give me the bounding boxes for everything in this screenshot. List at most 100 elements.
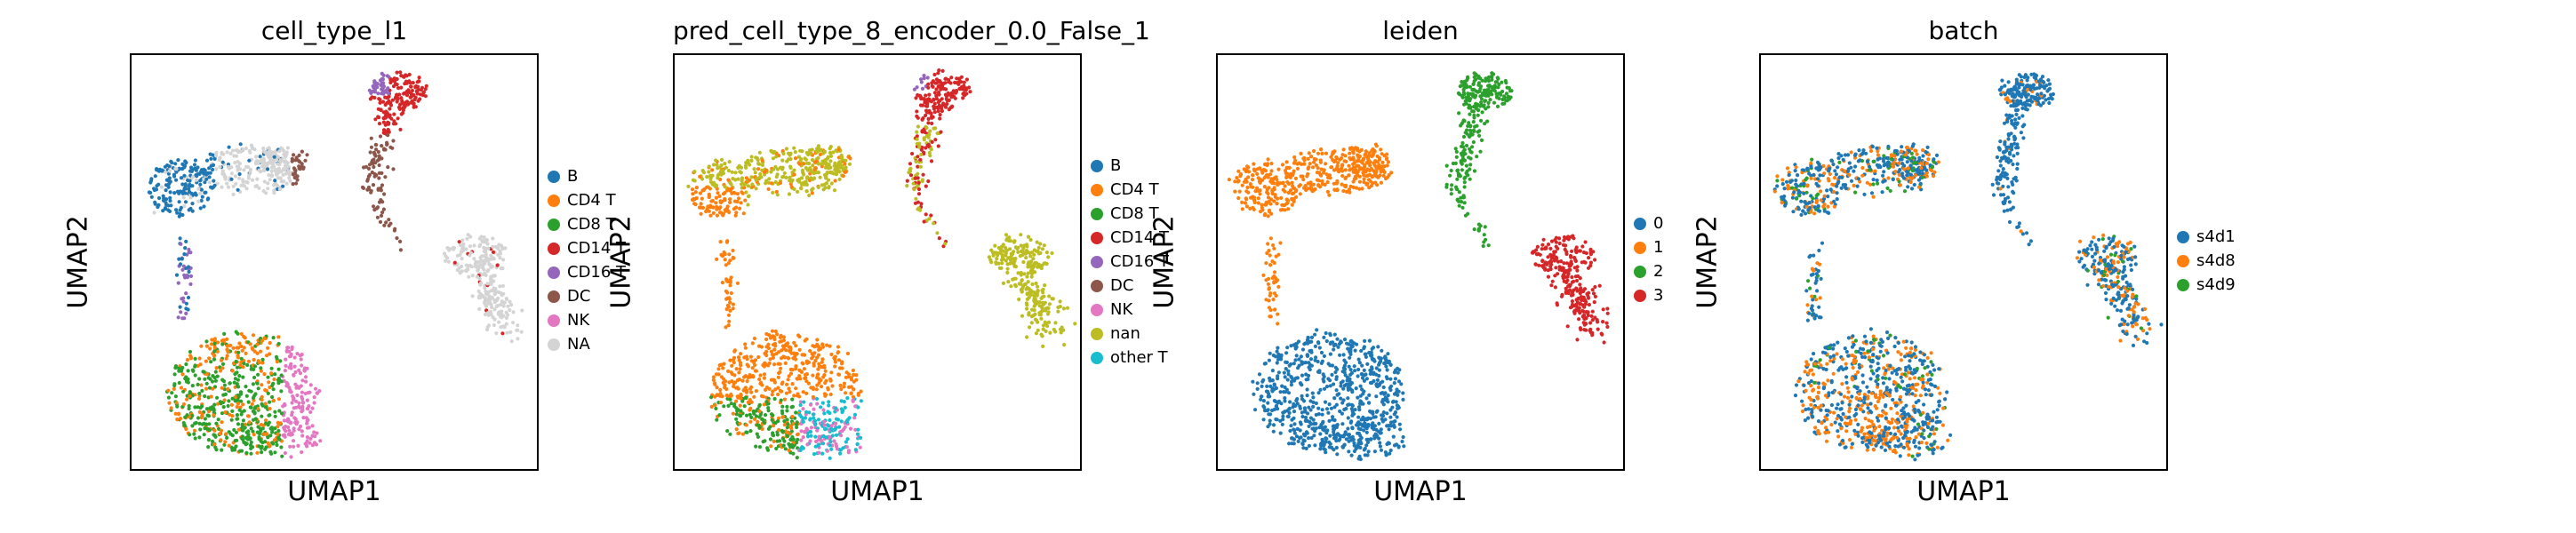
data-point (252, 406, 257, 410)
data-point (230, 434, 235, 438)
data-point (1313, 443, 1317, 448)
umap-panel-pred-cell-type: pred_cell_type_8_encoder_0.0_False_1 UMA… (605, 16, 1170, 507)
data-point (968, 90, 972, 94)
data-point (1073, 322, 1077, 326)
data-point (1271, 243, 1276, 248)
data-point (763, 170, 767, 174)
data-point (1348, 372, 1353, 377)
data-point (1351, 162, 1356, 166)
data-point (690, 197, 695, 202)
data-point (295, 174, 300, 179)
data-point (724, 325, 728, 330)
data-point (734, 399, 739, 403)
data-point (802, 367, 806, 371)
data-point (1286, 391, 1292, 395)
data-point (1258, 192, 1262, 196)
data-point (803, 338, 807, 343)
data-point (760, 163, 764, 167)
data-point (244, 187, 249, 191)
data-point (740, 191, 745, 195)
data-point (1375, 378, 1380, 382)
data-point (775, 439, 780, 443)
data-point (792, 340, 796, 345)
data-point (1257, 179, 1261, 184)
data-point (730, 170, 734, 174)
data-point (276, 155, 281, 159)
data-point (407, 72, 412, 77)
data-point (232, 427, 236, 433)
data-point (820, 365, 825, 370)
data-point (179, 176, 184, 180)
data-point (1012, 264, 1017, 268)
data-point (717, 206, 722, 211)
data-point (728, 300, 732, 305)
data-point (1045, 312, 1050, 316)
data-point (1290, 191, 1294, 195)
data-point (302, 369, 307, 373)
data-point (202, 171, 206, 176)
data-point (153, 174, 157, 179)
data-point (1269, 211, 1274, 216)
data-point (182, 252, 187, 257)
data-point (226, 386, 230, 392)
data-point (708, 177, 713, 181)
data-point (1388, 448, 1393, 453)
data-point (207, 175, 212, 179)
data-point (957, 79, 962, 84)
data-point (1000, 261, 1004, 266)
data-point (1387, 172, 1391, 178)
plot-area (673, 53, 1082, 471)
data-point (500, 331, 505, 336)
data-point (724, 394, 729, 398)
data-point (844, 375, 848, 379)
data-point (1279, 357, 1284, 362)
data-point (228, 412, 232, 417)
data-point (226, 350, 230, 354)
legend-item: NA (548, 332, 626, 356)
data-point (1008, 258, 1013, 262)
data-point (1242, 167, 1246, 171)
data-point (1350, 434, 1355, 439)
data-point (225, 150, 229, 155)
data-point (260, 338, 264, 343)
data-point (803, 180, 807, 185)
data-point (1262, 213, 1267, 218)
data-point (1340, 169, 1345, 173)
data-point (794, 364, 798, 369)
data-point (223, 392, 228, 396)
data-point (180, 167, 184, 171)
data-point (771, 156, 775, 161)
data-point (165, 163, 170, 168)
data-point (813, 444, 818, 449)
legend-label: B (567, 167, 579, 186)
data-point (1005, 262, 1010, 266)
data-point (404, 93, 410, 98)
data-point (482, 267, 486, 272)
data-point (1364, 430, 1369, 434)
data-point (787, 448, 791, 452)
data-point (180, 368, 184, 373)
data-point (933, 105, 938, 110)
data-point (1009, 284, 1013, 289)
data-point (815, 428, 820, 433)
data-point (308, 410, 313, 415)
data-point (187, 184, 191, 188)
data-point (190, 202, 195, 206)
data-point (1311, 418, 1316, 422)
data-point (718, 392, 723, 396)
data-point (1361, 157, 1366, 162)
data-point (813, 422, 818, 426)
data-point (256, 372, 260, 377)
data-point (1356, 357, 1361, 362)
data-point (766, 187, 771, 191)
data-point (918, 103, 924, 107)
data-point (721, 213, 725, 218)
data-point (1332, 430, 1336, 434)
data-point (788, 175, 792, 179)
data-point (281, 184, 285, 188)
data-point (820, 385, 824, 389)
data-point (1309, 350, 1314, 354)
data-point (744, 413, 749, 418)
data-point (788, 389, 792, 394)
data-point (241, 183, 245, 187)
